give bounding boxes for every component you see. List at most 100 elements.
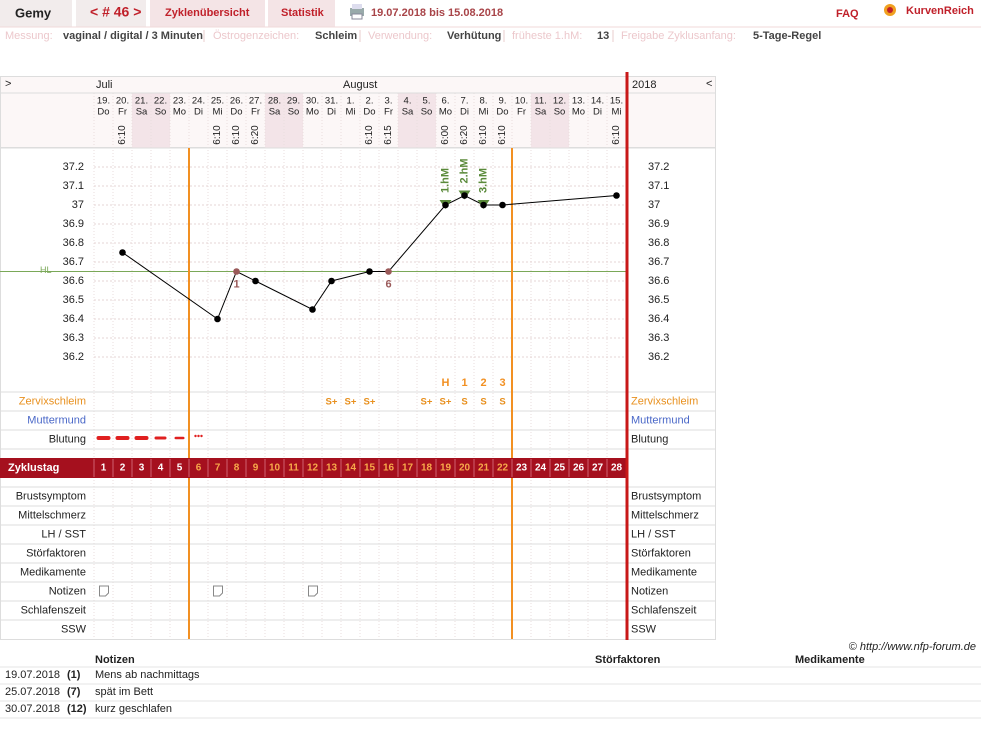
meta-value: 5-Tage-Regel [753, 30, 821, 42]
cycle-box[interactable] [76, 0, 146, 27]
notes-date: 25.07.2018 [5, 686, 60, 698]
count-label: 1 [233, 278, 239, 290]
meta-label: früheste 1.hM: [512, 30, 582, 42]
weekday-label: Fr [118, 107, 127, 118]
cycle-day: 14 [345, 463, 357, 474]
faq-link[interactable]: FAQ [836, 8, 859, 20]
mucus-mark: S+ [364, 397, 376, 408]
cycle-day: 10 [269, 463, 281, 474]
meta-label: Messung: [5, 30, 53, 42]
month-label: Juli [96, 79, 113, 91]
user-box [0, 0, 72, 27]
date-label: 19. [97, 96, 110, 107]
tab-label[interactable]: Zyklenübersicht [165, 7, 250, 19]
y-tick-label: 36.9 [648, 218, 669, 230]
date-label: 15. [610, 96, 623, 107]
nav-next[interactable]: < [706, 78, 712, 90]
date-label: 12. [553, 96, 566, 107]
weekday-label: Sa [402, 107, 414, 118]
time-label: 6:10 [497, 125, 508, 145]
mucus-mark: S+ [326, 397, 338, 408]
date-label: 23. [173, 96, 186, 107]
weekday-label: Mi [611, 107, 621, 118]
logo[interactable]: KurvenReich [906, 5, 974, 17]
date-range: 19.07.2018 bis 15.08.2018 [371, 7, 503, 19]
tab[interactable] [268, 0, 335, 27]
cycle-day: 12 [307, 463, 319, 474]
time-label: 6:00 [440, 125, 451, 145]
cycle-day: 13 [326, 463, 338, 474]
date-label: 4. [404, 96, 412, 107]
row-label: Mittelschmerz [631, 509, 699, 521]
y-tick-label: 36.8 [63, 237, 84, 249]
chart-frame [0, 76, 716, 640]
cycle-day: 22 [497, 463, 509, 474]
temperature-point [366, 268, 373, 275]
cycle-band-label: Zyklustag [8, 462, 59, 474]
date-label: 9. [499, 96, 507, 107]
peak-label: 1 [461, 377, 467, 389]
weekday-label: Di [593, 107, 602, 118]
row-label: Zervixschleim [19, 395, 86, 407]
cycle-nav[interactable]: < # 46 > [90, 4, 141, 20]
temperature-point [233, 268, 240, 275]
cycle-day: 20 [459, 463, 471, 474]
temperature-point [252, 277, 259, 285]
weekday-label: Sa [136, 107, 148, 118]
weekday-label: Di [194, 107, 203, 118]
print-icon[interactable] [350, 4, 364, 20]
peak-label: H [442, 377, 450, 389]
cycle-day: 17 [402, 463, 414, 474]
cycle-day: 23 [516, 463, 528, 474]
date-label: 5. [423, 96, 431, 107]
y-tick-label: 37.1 [648, 180, 669, 192]
row-label: Schlafenszeit [21, 604, 86, 616]
date-label: 30. [306, 96, 319, 107]
time-label: 6:10 [478, 125, 489, 145]
y-tick-label: 36.7 [63, 256, 84, 268]
cycle-day: 27 [592, 463, 604, 474]
weekday-label: Mi [345, 107, 355, 118]
cycle-day: 4 [158, 463, 164, 474]
weekday-label: So [288, 107, 300, 118]
date-label: 24. [192, 96, 205, 107]
weekday-label: Mi [212, 107, 222, 118]
row-label: Störfaktoren [26, 547, 86, 559]
temperature-point [442, 201, 449, 209]
month-label: August [343, 79, 377, 91]
weekday-label: Do [97, 107, 109, 118]
row-label: LH / SST [631, 528, 676, 540]
y-tick-label: 36.8 [648, 237, 669, 249]
date-label: 10. [515, 96, 528, 107]
logo-icon [884, 4, 896, 16]
y-tick-label: 36.4 [63, 313, 84, 325]
date-label: 31. [325, 96, 338, 107]
notes-day: (7) [67, 686, 81, 698]
notes-day: (1) [67, 669, 81, 681]
cycle-day: 9 [253, 463, 259, 474]
notes-date: 19.07.2018 [5, 669, 60, 681]
temperature-point [480, 201, 487, 209]
temperature-point [214, 315, 221, 323]
cycle-day: 19 [440, 463, 452, 474]
time-label: 6:15 [383, 125, 394, 145]
date-label: 14. [591, 96, 604, 107]
bleeding-mark [96, 436, 111, 440]
y-tick-label: 37.1 [63, 180, 84, 192]
mucus-mark: S [480, 397, 486, 408]
date-label: 7. [461, 96, 469, 107]
y-tick-label: 36.6 [63, 275, 84, 287]
time-label: 6:10 [231, 125, 242, 145]
weekday-label: Mo [572, 107, 585, 118]
nav-prev[interactable]: > [5, 78, 11, 90]
peak-label: 2 [480, 377, 486, 389]
tab[interactable] [150, 0, 265, 27]
tab-label[interactable]: Statistik [281, 7, 325, 19]
weekday-label: Mi [478, 107, 488, 118]
cycle-day: 1 [101, 463, 107, 474]
credit: © http://www.nfp-forum.de [849, 641, 976, 653]
cycle-day: 28 [611, 463, 623, 474]
bleeding-dot [197, 434, 200, 438]
date-label: 1. [347, 96, 355, 107]
row-label: Muttermund [631, 414, 690, 426]
